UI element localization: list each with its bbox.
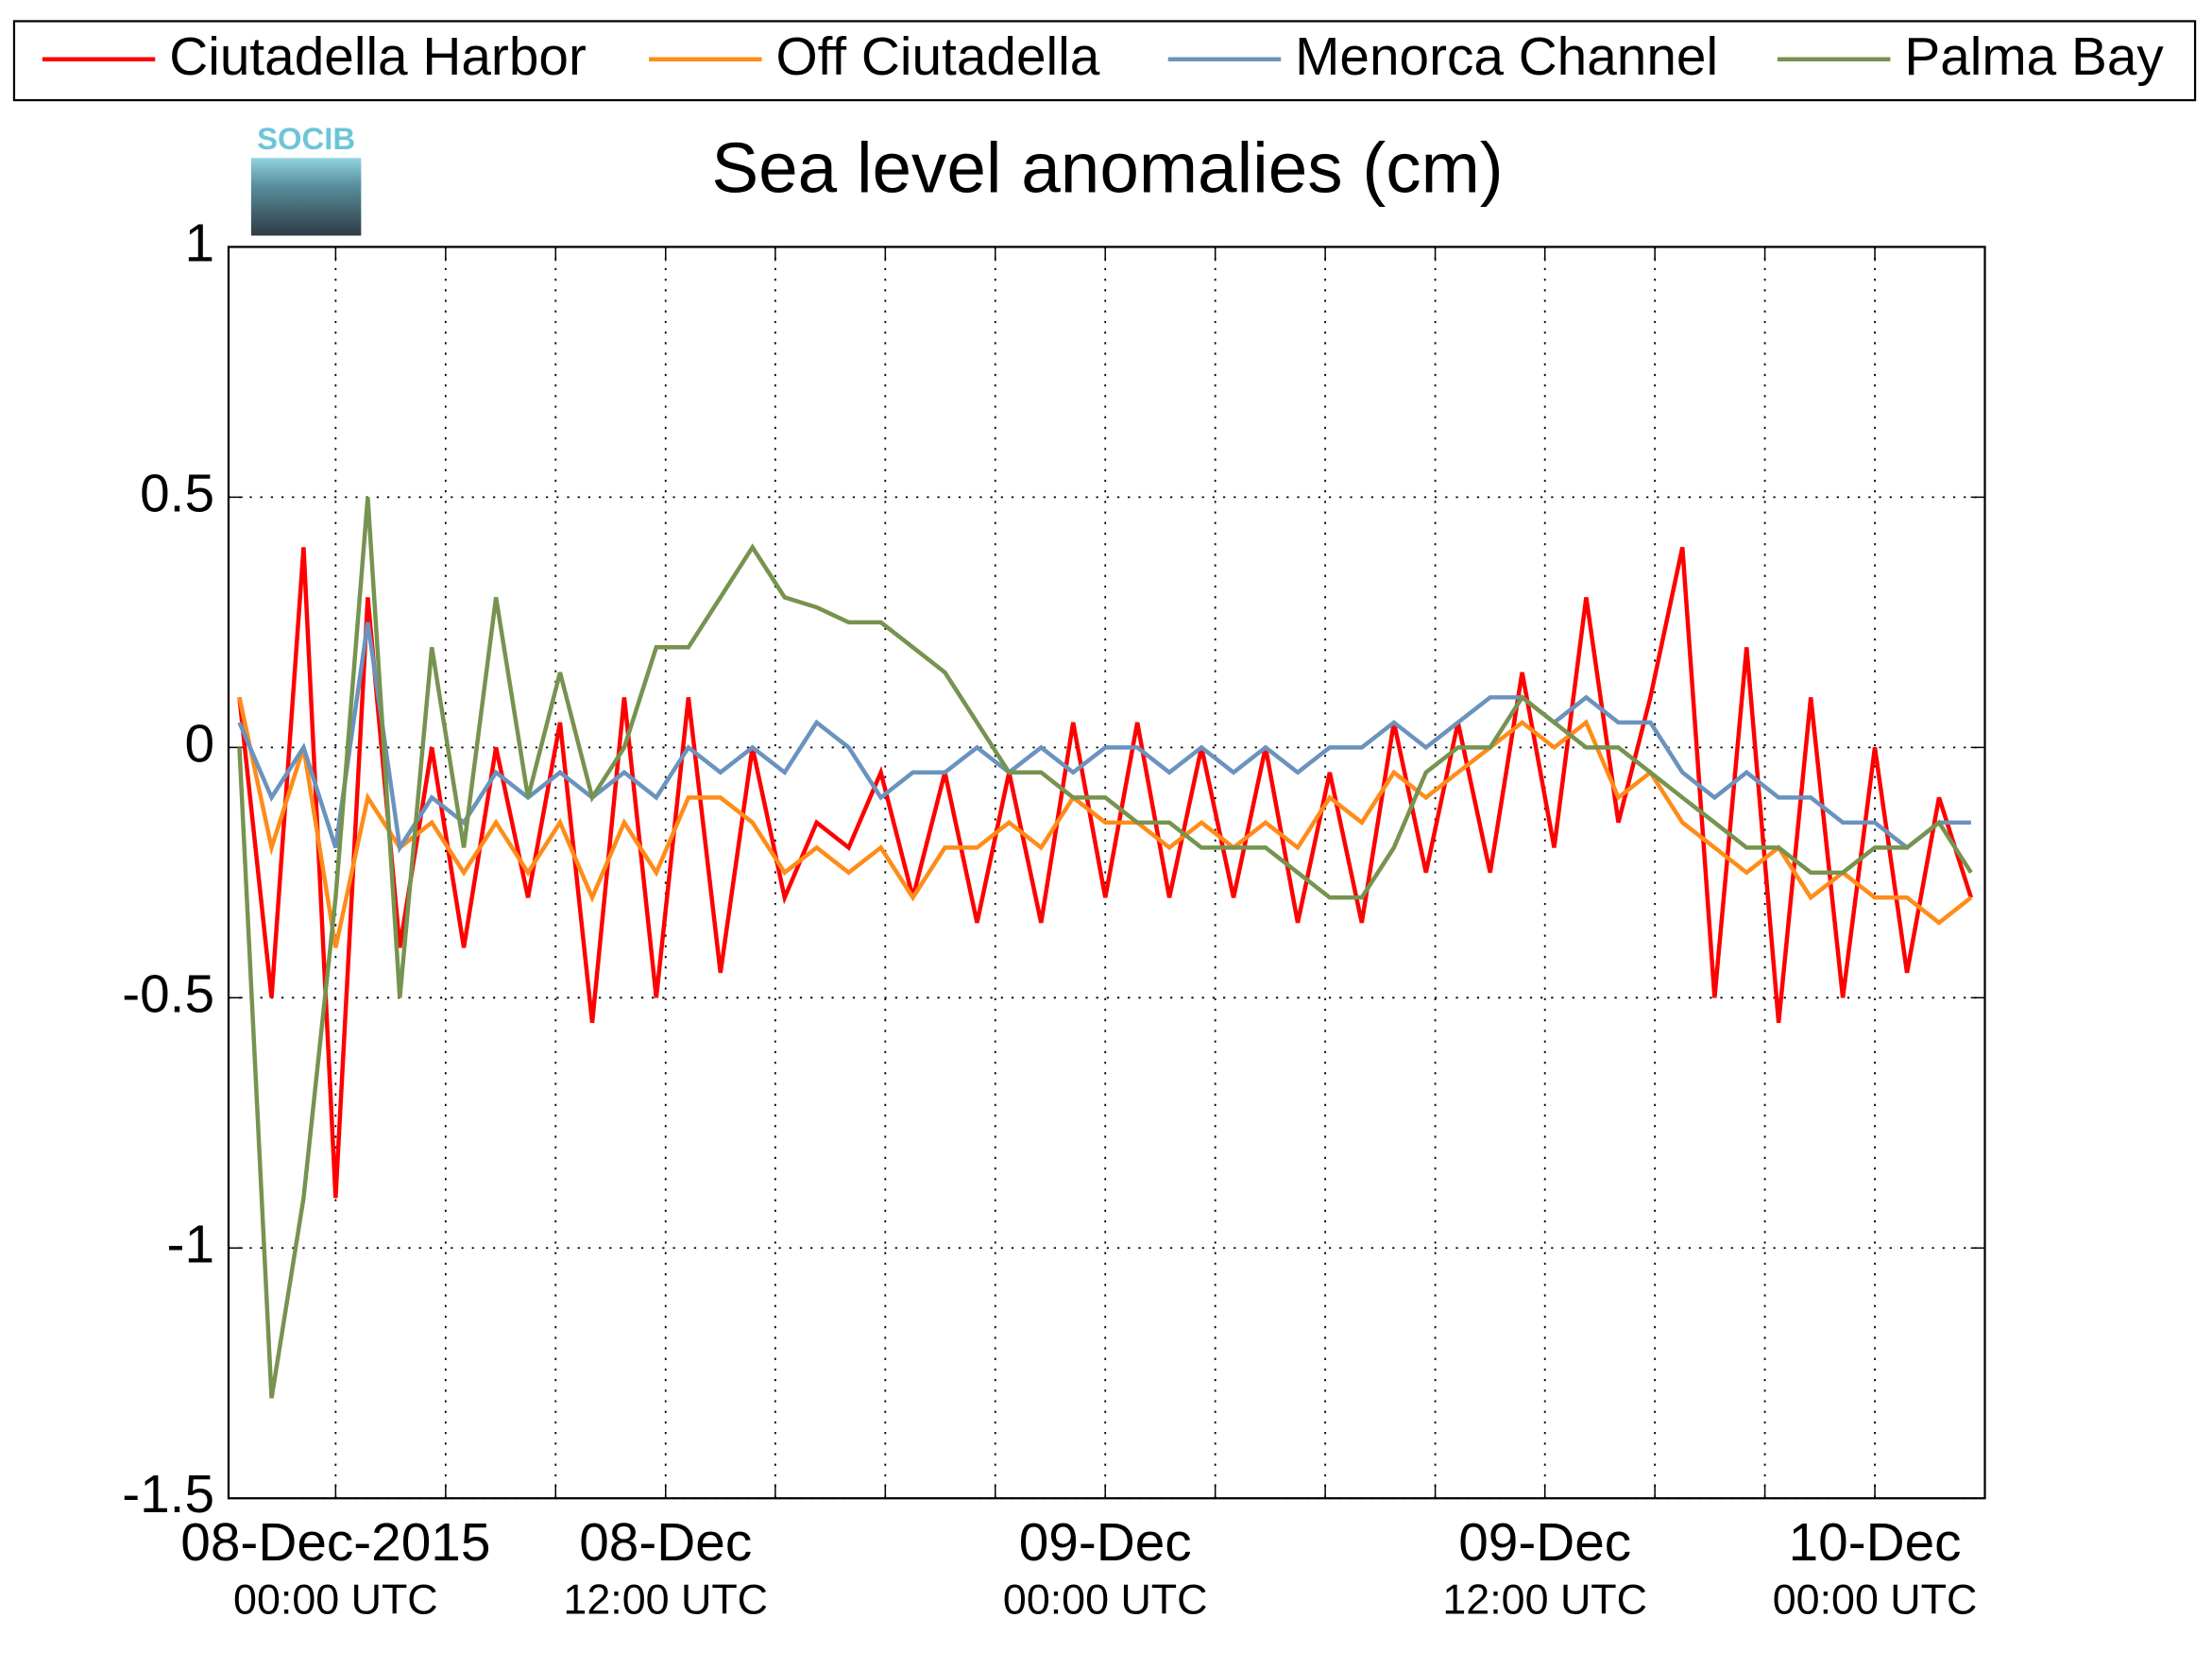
series-line <box>237 696 1973 948</box>
series-line <box>237 497 1973 1399</box>
x-tick-sublabel: 00:00 UTC <box>1003 1576 1208 1624</box>
legend-label: Palma Bay <box>1904 27 2164 87</box>
x-tick-label: 08-Dec-2015 <box>180 1513 490 1573</box>
series-line <box>237 546 1974 1199</box>
legend-item: Menorca Channel <box>1167 27 1718 87</box>
x-tick-sublabel: 12:00 UTC <box>563 1576 768 1624</box>
y-tick-label: -1.5 <box>122 1465 214 1524</box>
y-tick-label: 0.5 <box>140 464 214 523</box>
y-tick-label: -1 <box>167 1215 214 1274</box>
logo: SOCIB <box>250 121 362 236</box>
plot-frame <box>227 246 1986 1500</box>
y-tick-label: 0 <box>184 714 214 774</box>
x-tick-sublabel: 00:00 UTC <box>1773 1576 1978 1624</box>
legend-item: Off Ciutadella <box>649 27 1100 87</box>
legend-label: Off Ciutadella <box>775 27 1099 87</box>
legend-item: Palma Bay <box>1777 27 2164 87</box>
logo-text: SOCIB <box>257 121 355 156</box>
x-tick-label: 08-Dec <box>579 1513 752 1573</box>
x-tick-label: 09-Dec <box>1019 1513 1192 1573</box>
y-tick-label: -0.5 <box>122 964 214 1024</box>
x-tick-label: 10-Dec <box>1789 1513 1962 1573</box>
x-tick-sublabel: 12:00 UTC <box>1442 1576 1647 1624</box>
y-tick-label: 1 <box>184 213 214 273</box>
chart-title: Sea level anomalies (cm) <box>711 128 1503 207</box>
logo-image <box>250 158 362 236</box>
x-tick-label: 09-Dec <box>1458 1513 1631 1573</box>
legend-label: Ciutadella Harbor <box>169 27 587 87</box>
x-tick-sublabel: 00:00 UTC <box>233 1576 438 1624</box>
plot-area <box>237 497 1974 1399</box>
legend-label: Menorca Channel <box>1295 27 1718 87</box>
legend-item: Ciutadella Harbor <box>42 27 587 87</box>
